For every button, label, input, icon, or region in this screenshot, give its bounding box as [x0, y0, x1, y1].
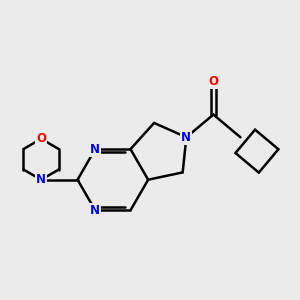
Text: N: N [90, 204, 100, 217]
Text: O: O [208, 75, 218, 88]
Text: N: N [36, 173, 46, 186]
Text: N: N [90, 143, 100, 156]
Text: N: N [182, 131, 191, 144]
Text: O: O [36, 132, 46, 146]
